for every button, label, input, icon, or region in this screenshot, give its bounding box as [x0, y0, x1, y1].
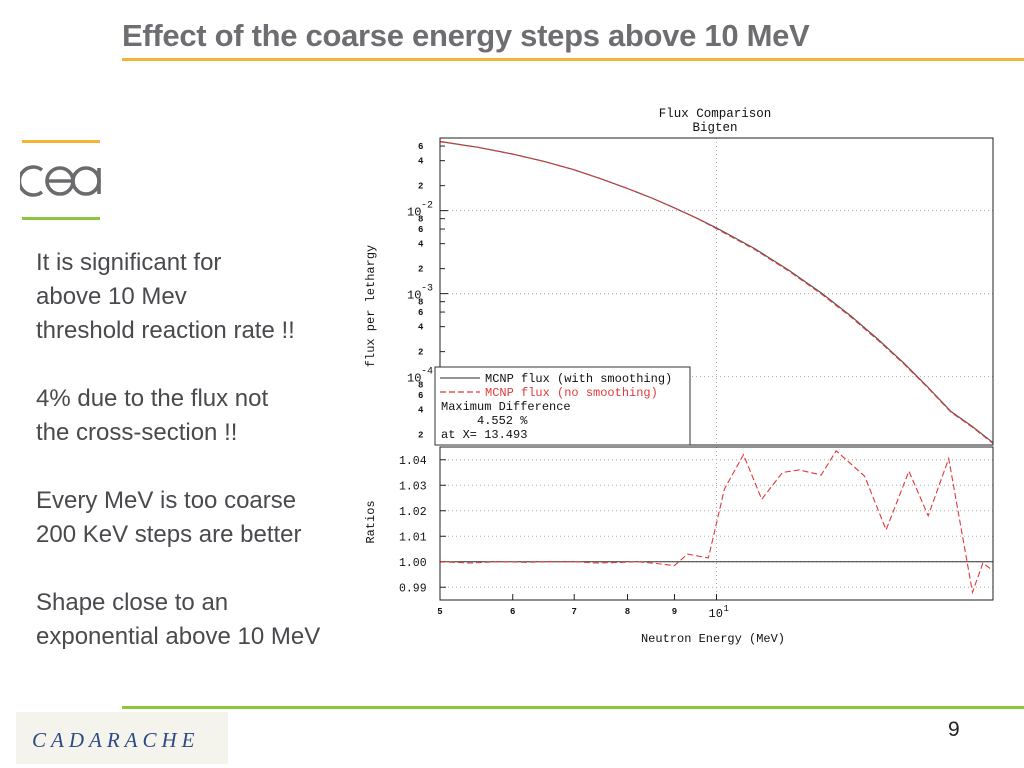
series-no-smoothing: [439, 141, 994, 444]
bullet-1: It is significant for above 10 Mev thres…: [36, 249, 295, 344]
y-minor-tick-label: 4: [418, 323, 424, 333]
x-tick-label: 10: [709, 607, 723, 621]
chart-title: Flux Comparison: [659, 107, 772, 121]
x-tick-label: 8: [625, 607, 630, 617]
y-minor-tick-label: 8: [418, 215, 423, 225]
y-minor-tick-label: 8: [418, 381, 423, 391]
y-minor-tick-label: 2: [418, 265, 423, 275]
legend-note-3: at X= 13.493: [441, 428, 527, 442]
cadarache-logo: CADARACHE: [32, 728, 200, 752]
x-tick-label: 9: [672, 607, 677, 617]
legend-note-1: Maximum Difference: [441, 400, 571, 414]
y-minor-tick-label: 2: [418, 182, 423, 192]
bottom-plot-grid: [440, 447, 993, 600]
x-tick-label: 7: [572, 607, 577, 617]
y-minor-tick-label: 2: [418, 431, 423, 441]
page-number: 9: [948, 718, 960, 741]
bottom-y-tick-label: 1.04: [399, 455, 427, 468]
top-plot-series: [439, 140, 994, 444]
y-tick-exponent: -2: [421, 201, 433, 212]
bottom-y-tick-label: 1.00: [399, 557, 427, 570]
top-plot-frame: [439, 137, 994, 446]
bottom-y-tick-label: 1.03: [399, 480, 427, 493]
title-rule: [122, 58, 1024, 61]
y-tick-label: 10: [407, 289, 421, 303]
ratio-series: [439, 449, 994, 595]
y-tick-exponent: -3: [421, 284, 433, 295]
y-minor-tick-label: 6: [418, 308, 423, 318]
y-tick-label: 10: [407, 206, 421, 220]
bullet-3: Every MeV is too coarse 200 KeV steps ar…: [36, 487, 302, 548]
bottom-plot-ticks: 1.04 1.03 1.02 1.01 1.00 0.99 5 6 7 8 9 10 1: [399, 455, 729, 621]
y-axis-label-bottom: Ratios: [364, 500, 378, 543]
cea-bottom-rule: [22, 217, 100, 220]
y-minor-tick-label: 6: [418, 225, 423, 235]
body-text: It is significant for above 10 Mev thres…: [36, 246, 376, 688]
bullet-2: 4% due to the flux not the cross-section…: [36, 385, 269, 446]
page-title: Effect of the coarse energy steps above …: [122, 18, 810, 53]
y-minor-tick-label: 6: [418, 391, 423, 401]
bottom-plot-frame: [439, 446, 994, 601]
y-minor-tick-label: 4: [418, 157, 424, 167]
bottom-y-tick-label: 1.01: [399, 531, 427, 544]
bottom-plot-series: [439, 449, 994, 595]
legend: MCNP flux (with smoothing) MCNP flux (no…: [434, 366, 691, 446]
legend-label-no-smoothing: MCNP flux (no smoothing): [485, 386, 658, 400]
cea-logo: [20, 165, 101, 197]
legend-note-2: 4.552 %: [441, 414, 528, 428]
y-minor-tick-label: 4: [418, 240, 424, 250]
x-tick-exponent: 1: [724, 604, 729, 614]
flux-comparison-chart: Flux Comparison Bigten flux per lethargy…: [364, 107, 994, 646]
legend-box: [434, 366, 691, 446]
bottom-y-tick-label: 1.02: [399, 506, 427, 519]
footer-rule: [122, 706, 1024, 709]
y-minor-tick-label: 8: [418, 298, 423, 308]
cea-top-rule: [22, 140, 100, 143]
x-tick-label: 6: [510, 607, 515, 617]
y-minor-tick-label: 4: [418, 406, 424, 416]
bullet-4: Shape close to an exponential above 10 M…: [36, 589, 321, 650]
y-axis-label-top: flux per lethargy: [364, 245, 378, 367]
bottom-y-tick-label: 0.99: [399, 582, 427, 595]
y-minor-tick-label: 6: [418, 142, 423, 152]
cadarache-logo-box: [16, 712, 228, 764]
x-tick-label: 5: [437, 607, 442, 617]
x-axis-label: Neutron Energy (MeV): [641, 632, 785, 646]
y-minor-tick-label: 2: [418, 348, 423, 358]
legend-label-smoothing: MCNP flux (with smoothing): [485, 372, 672, 386]
y-tick-exponent: -4: [421, 367, 433, 378]
y-tick-label: 10: [407, 372, 421, 386]
chart-subtitle: Bigten: [692, 121, 737, 135]
